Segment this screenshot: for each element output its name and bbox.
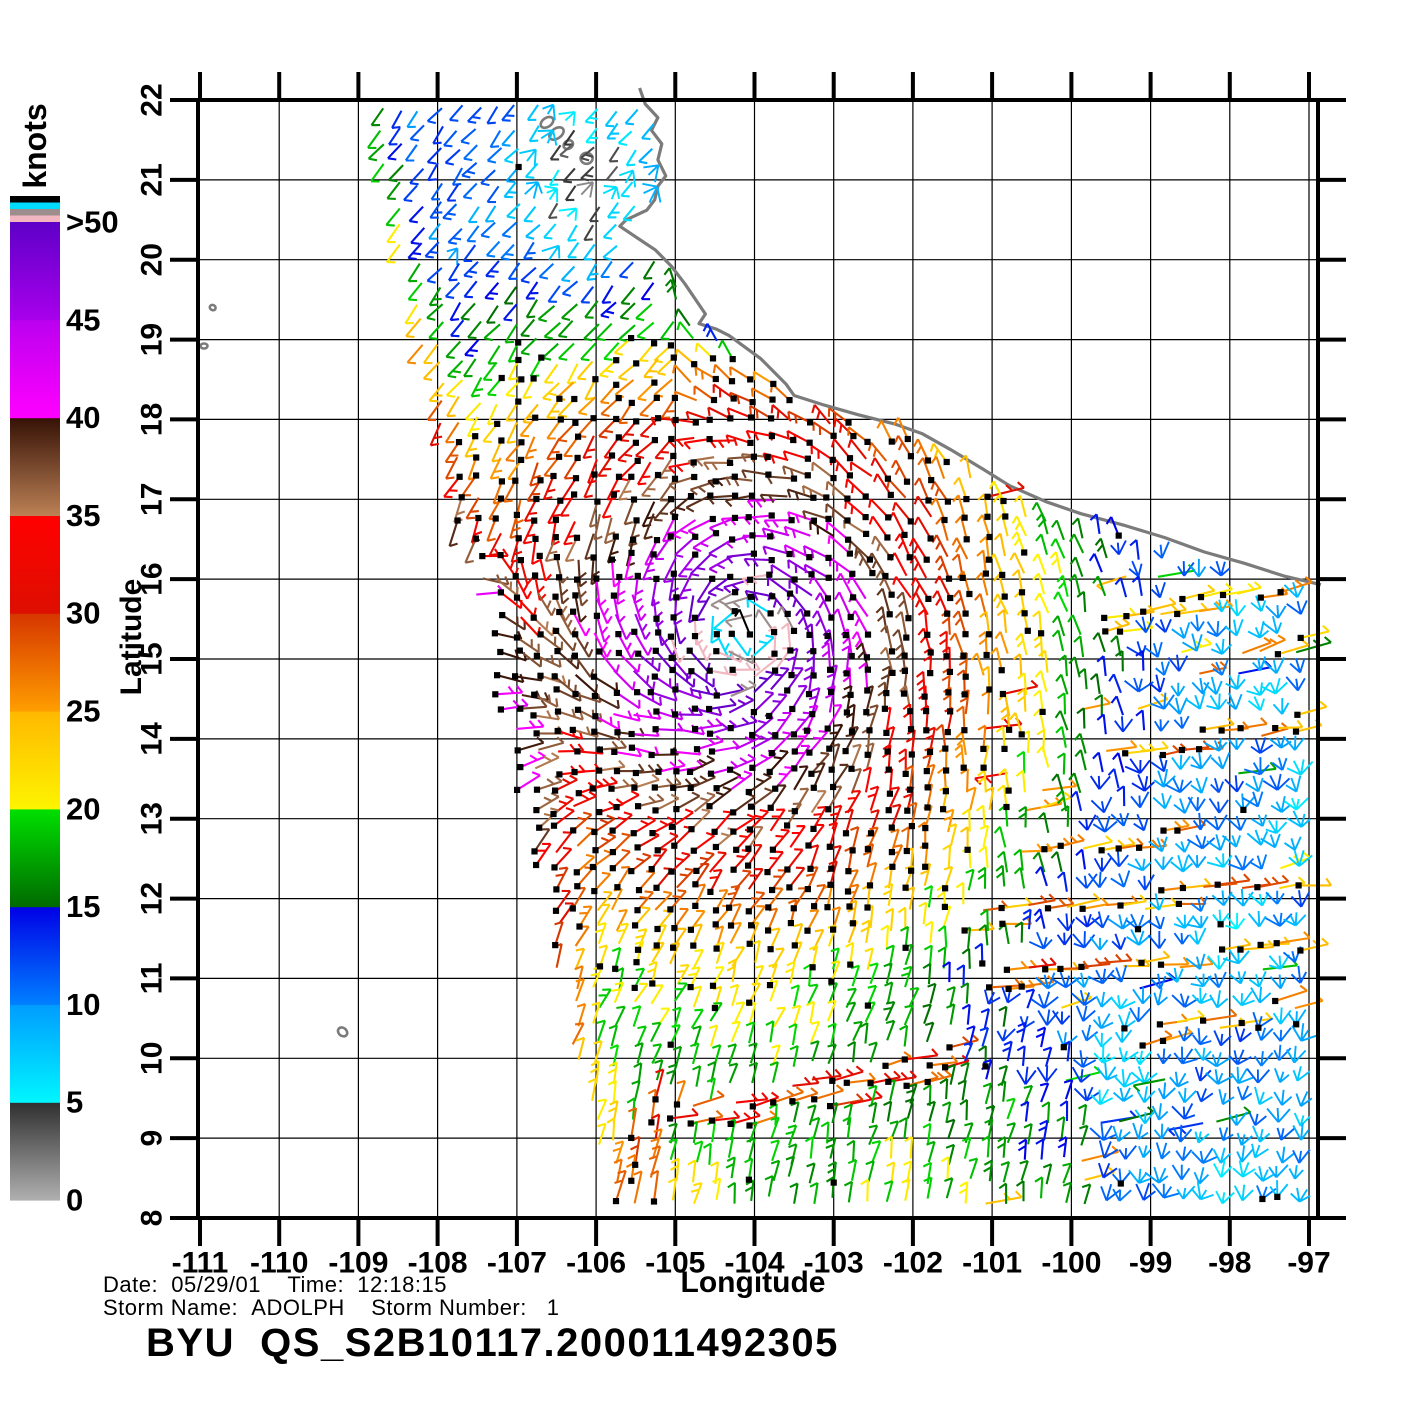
x-tick-label: -106 xyxy=(566,1247,626,1280)
y-tick-label: 20 xyxy=(136,243,169,276)
colorbar-tick-label: >50 xyxy=(66,205,119,240)
colorbar-band xyxy=(10,417,60,516)
colorbar-tick-label: 30 xyxy=(66,596,100,631)
colorbar-tick-label: 40 xyxy=(66,400,100,435)
colorbar-band xyxy=(10,1004,60,1103)
colorbar-band xyxy=(10,808,60,908)
colorbar-tick-label: 35 xyxy=(66,498,100,533)
y-tick-label: 13 xyxy=(136,802,169,835)
storm-name-label: Storm Name: ADOLPH Storm Number: 1 xyxy=(103,1295,559,1320)
colorbar-tick-label: 25 xyxy=(66,694,100,729)
colorbar-tick-label: 5 xyxy=(66,1085,83,1120)
y-tick-label: 15 xyxy=(136,642,169,675)
colorbar-band xyxy=(10,222,60,321)
y-tick-label: 19 xyxy=(136,323,169,356)
colorbar-tick-label: 20 xyxy=(66,791,100,826)
x-tick-label: -99 xyxy=(1129,1247,1172,1280)
x-tick-label: -109 xyxy=(328,1247,388,1280)
x-tick-label: -107 xyxy=(487,1247,547,1280)
colorbar-band xyxy=(10,515,60,614)
x-tick-labels: -111 -110 -109 -108 -107 -106 -105 -104 -103 -102… xyxy=(172,1247,1331,1280)
x-tick-label: -98 xyxy=(1208,1247,1251,1280)
x-tick-label: -108 xyxy=(408,1247,468,1280)
colorbar-units-label: knots xyxy=(17,103,53,188)
y-tick-label: 14 xyxy=(136,722,169,756)
x-tick-label: -105 xyxy=(645,1247,705,1280)
island-san-benedicto xyxy=(208,303,217,312)
coastline xyxy=(618,87,1322,587)
y-tick-label: 9 xyxy=(136,1130,169,1147)
date-time-label: Date: 05/29/01 Time: 12:18:15 xyxy=(103,1272,447,1297)
colorbar-band xyxy=(10,319,60,419)
y-tick-label: 22 xyxy=(136,83,169,116)
colorbar-band xyxy=(10,711,60,810)
island-islas-marias-1 xyxy=(539,115,555,130)
colorbar-band xyxy=(10,906,60,1005)
rain-flag-dots-layer xyxy=(454,163,1304,1205)
colorbar-band xyxy=(10,613,60,712)
colorbar-tick-labels: 0 5 10 15 20 25 30 35 40 45 >50 xyxy=(66,205,119,1218)
x-tick-label: -102 xyxy=(883,1247,943,1280)
island-clipperton xyxy=(336,1026,349,1038)
axis-border-and-ticks xyxy=(170,72,1346,1246)
colorbar-over50-stripe xyxy=(10,209,60,216)
y-tick-label: 10 xyxy=(136,1042,169,1075)
x-tick-label: -103 xyxy=(804,1247,864,1280)
x-tick-label: -111 xyxy=(172,1247,229,1280)
y-tick-label: 18 xyxy=(136,403,169,436)
colorbar-over50-stripe xyxy=(10,202,60,209)
x-axis-title: Longitude xyxy=(681,1266,826,1299)
x-tick-label: -97 xyxy=(1287,1247,1330,1280)
plot-border xyxy=(196,98,1320,1220)
x-tick-label: -110 xyxy=(250,1247,308,1280)
island-socorro xyxy=(199,342,209,350)
x-tick-label: -100 xyxy=(1041,1247,1101,1280)
colorbar-tick-label: 10 xyxy=(66,987,100,1022)
y-tick-label: 16 xyxy=(136,562,169,595)
colorbar xyxy=(10,196,60,1201)
coastline-path xyxy=(618,87,1322,587)
colorbar-over50-stripe xyxy=(10,196,60,203)
y-tick-label: 12 xyxy=(136,882,169,915)
y-tick-labels: 8 9 10 11 12 13 14 15 16 17 18 19 20 21 22 xyxy=(136,83,169,1226)
colorbar-tick-label: 0 xyxy=(66,1183,83,1218)
colorbar-tick-label: 15 xyxy=(66,889,100,924)
x-tick-label: -104 xyxy=(724,1247,784,1280)
y-tick-label: 17 xyxy=(136,483,169,516)
y-tick-label: 11 xyxy=(136,963,169,995)
y-tick-label: 21 xyxy=(136,163,169,196)
y-tick-label: 8 xyxy=(136,1210,169,1227)
x-tick-label: -101 xyxy=(962,1247,1022,1280)
figure-title: BYU QS_S2B10117.200011492305 xyxy=(146,1321,839,1365)
colorbar-over50-stripe xyxy=(10,215,60,222)
colorbar-band xyxy=(10,1102,60,1201)
y-axis-title: Latitude xyxy=(115,579,148,696)
colorbar-tick-label: 45 xyxy=(66,302,100,337)
grid-layer xyxy=(198,100,1318,1219)
